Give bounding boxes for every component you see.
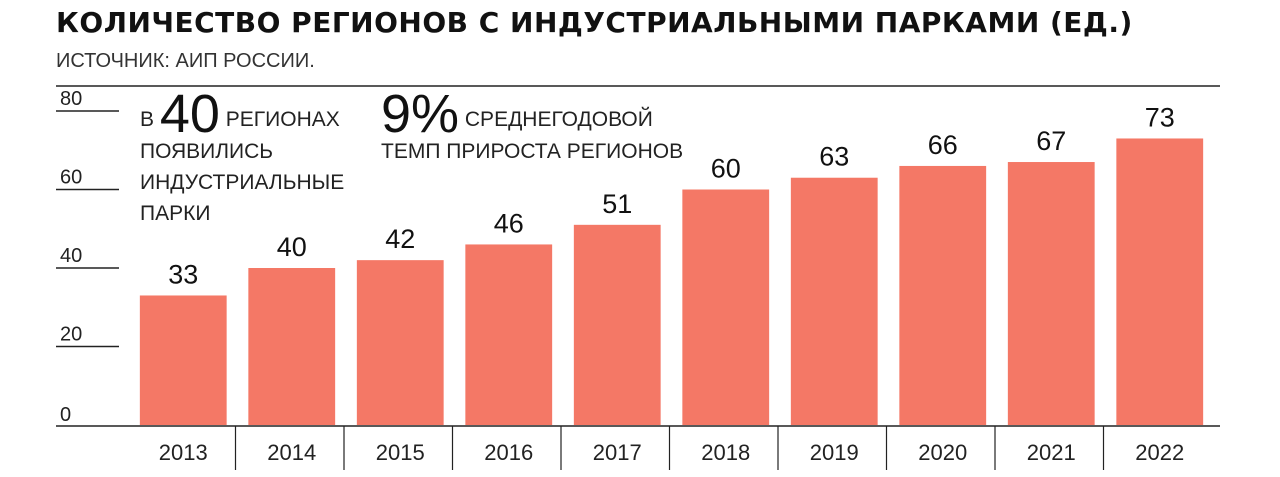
bar (1007, 162, 1095, 425)
x-tick-label: 2018 (701, 440, 750, 465)
bar (356, 260, 444, 425)
data-label: 67 (1036, 126, 1066, 156)
data-label: 60 (711, 154, 741, 184)
bar (573, 224, 661, 425)
x-tick-label: 2013 (159, 440, 208, 465)
annotation-regions-text: появились индустриальные парки (140, 140, 345, 225)
y-tick-label: 80 (60, 88, 82, 110)
y-tick-label: 60 (60, 167, 82, 189)
x-tick-label: 2017 (593, 440, 642, 465)
x-tick-label: 2014 (267, 440, 316, 465)
data-label: 73 (1145, 102, 1175, 132)
data-label: 66 (928, 130, 958, 160)
annotation-growth-word: среднегодовой (464, 108, 653, 131)
annotation-growth: 9% среднегодовой темп прироста регионов (381, 87, 701, 167)
y-tick-label: 20 (60, 324, 82, 346)
x-tick-label: 2019 (810, 440, 859, 465)
data-label: 42 (385, 224, 415, 254)
data-label: 33 (168, 259, 198, 289)
annotation-regions-number: 40 (159, 84, 220, 144)
annotation-regions-prefix: в (140, 108, 155, 131)
bar (465, 244, 553, 425)
annotation-growth-number: 9% (381, 84, 460, 144)
bar (1116, 138, 1204, 425)
chart-title: КОЛИЧЕСТВО РЕГИОНОВ С ИНДУСТРИАЛЬНЫМИ ПА… (56, 6, 1133, 39)
data-label: 51 (602, 189, 632, 219)
x-tick-label: 2016 (484, 440, 533, 465)
chart-source: ИСТОЧНИК: АИП РОССИИ. (56, 50, 315, 72)
annotation-growth-text: темп прироста регионов (381, 140, 684, 163)
x-tick-label: 2021 (1027, 440, 1076, 465)
bar (139, 295, 227, 425)
y-tick-label: 0 (60, 404, 71, 426)
x-tick-label: 2015 (376, 440, 425, 465)
bar (790, 177, 878, 425)
data-label: 40 (277, 232, 307, 262)
data-label: 46 (494, 208, 524, 238)
bar (899, 165, 987, 425)
bar (248, 268, 336, 425)
bar (682, 189, 770, 425)
y-tick-label: 40 (60, 245, 82, 267)
data-label: 63 (819, 142, 849, 172)
x-tick-label: 2022 (1135, 440, 1184, 465)
annotation-regions: в 40 регионах появились индустриальные п… (140, 87, 370, 229)
annotation-regions-word: регионах (225, 108, 340, 131)
x-tick-label: 2020 (918, 440, 967, 465)
